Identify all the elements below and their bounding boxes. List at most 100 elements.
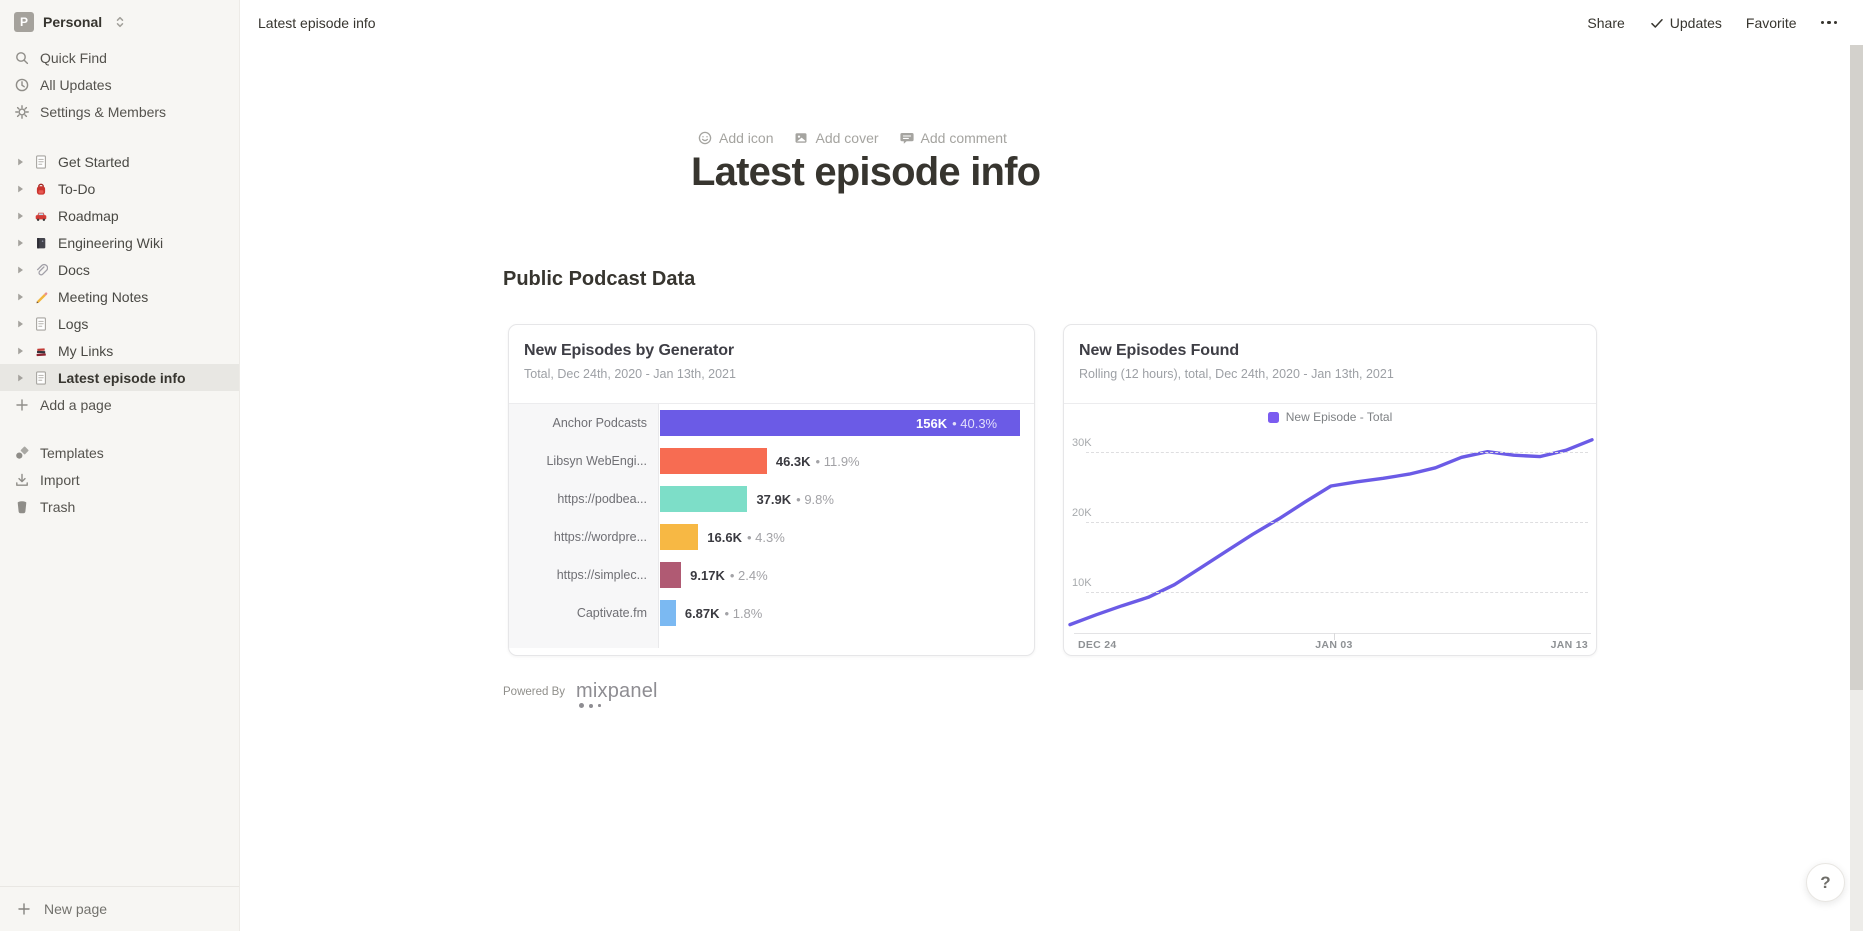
add-a-page-label: Add a page bbox=[40, 396, 112, 413]
sidebar-item-roadmap[interactable]: Roadmap bbox=[0, 202, 239, 229]
gridline-20K bbox=[1086, 522, 1588, 524]
sidebar-item-logs[interactable]: Logs bbox=[0, 310, 239, 337]
sidebar-item-meeting-notes[interactable]: Meeting Notes bbox=[0, 283, 239, 310]
plus-icon bbox=[14, 397, 30, 413]
sidebar-item-engineering-wiki[interactable]: Engineering Wiki bbox=[0, 229, 239, 256]
notebook-icon bbox=[32, 236, 50, 250]
share-button[interactable]: Share bbox=[1587, 14, 1625, 31]
sidebar-item-docs[interactable]: Docs bbox=[0, 256, 239, 283]
x-axis-tick bbox=[1334, 633, 1335, 640]
line-chart-plot: 10K 20K 30K DEC 24 JAN 03 JAN 13 bbox=[1064, 325, 1596, 655]
sidebar-item-get-started[interactable]: Get Started bbox=[0, 148, 239, 175]
sidebar-item-import[interactable]: Import bbox=[0, 466, 239, 493]
bar-row-anchor-podcasts: Anchor Podcasts 156K • 40.3% bbox=[509, 404, 1034, 442]
clock-icon bbox=[14, 77, 30, 93]
workspace-switcher[interactable]: P Personal bbox=[0, 0, 239, 44]
bar-segment bbox=[660, 562, 682, 588]
sidebar-item-label: Docs bbox=[58, 261, 90, 278]
add-a-page-button[interactable]: Add a page bbox=[0, 391, 239, 418]
mixpanel-dots-icon bbox=[579, 703, 601, 708]
line-chart-header: New Episodes Found Rolling (12 hours), t… bbox=[1064, 325, 1596, 404]
document-icon bbox=[32, 316, 50, 332]
pencil-icon bbox=[32, 290, 50, 304]
bar-category-label: https://wordpre... bbox=[553, 530, 647, 544]
scrollbar-thumb[interactable] bbox=[1850, 45, 1863, 690]
books-icon bbox=[32, 344, 50, 358]
breadcrumb: Latest episode info bbox=[258, 14, 376, 31]
plus-icon bbox=[16, 901, 32, 917]
chevron-right-icon[interactable] bbox=[12, 236, 28, 250]
bar-row-https-podbea: https://podbea... 37.9K • 9.8% bbox=[509, 480, 1034, 518]
sidebar-item-my-links[interactable]: My Links bbox=[0, 337, 239, 364]
sidebar-item-settings-members[interactable]: Settings & Members bbox=[0, 98, 239, 125]
comment-icon bbox=[899, 130, 915, 146]
updates-button[interactable]: Updates bbox=[1649, 15, 1722, 31]
bar-segment bbox=[660, 600, 676, 626]
chevron-right-icon[interactable] bbox=[12, 317, 28, 331]
chevron-updown-icon bbox=[113, 15, 127, 29]
paperclip-icon bbox=[32, 263, 50, 277]
chevron-right-icon[interactable] bbox=[12, 290, 28, 304]
bar-value-label: 6.87K • 1.8% bbox=[684, 605, 763, 621]
add-icon-button[interactable]: Add icon bbox=[697, 130, 773, 146]
bar-chart-subtitle: Total, Dec 24th, 2020 - Jan 13th, 2021 bbox=[524, 367, 736, 381]
document-icon bbox=[32, 154, 50, 170]
sidebar-item-label: Meeting Notes bbox=[58, 288, 149, 305]
document-icon bbox=[32, 370, 50, 386]
powered-by: Powered By mixpanel bbox=[503, 680, 658, 708]
bar-category-label: https://simplec... bbox=[556, 568, 647, 582]
page-decoration-actions: Add icon Add cover Add comment bbox=[697, 130, 1007, 146]
chevron-right-icon[interactable] bbox=[12, 209, 28, 223]
bar-row-https-simplec: https://simplec... 9.17K • 2.4% bbox=[509, 556, 1034, 594]
x-axis-label: JAN 03 bbox=[1315, 639, 1353, 651]
search-icon bbox=[14, 50, 30, 66]
bar-segment bbox=[660, 448, 767, 474]
chevron-right-icon[interactable] bbox=[12, 155, 28, 169]
bar-value-label: 37.9K • 9.8% bbox=[756, 491, 834, 507]
backpack-icon bbox=[32, 182, 50, 196]
sidebar-item-templates[interactable]: Templates bbox=[0, 439, 239, 466]
section-heading[interactable]: Public Podcast Data bbox=[503, 268, 696, 290]
page-title[interactable]: Latest episode info bbox=[691, 150, 1041, 194]
updates-label: Updates bbox=[1669, 14, 1722, 31]
x-axis-label: DEC 24 bbox=[1078, 639, 1117, 651]
new-page-label: New page bbox=[44, 901, 108, 917]
sidebar-item-label: Import bbox=[40, 471, 80, 488]
add-cover-button[interactable]: Add cover bbox=[793, 130, 879, 146]
powered-by-label: Powered By bbox=[503, 686, 566, 698]
sidebar-item-label: All Updates bbox=[40, 76, 112, 93]
legend-label: New Episode - Total bbox=[1285, 410, 1393, 424]
chevron-right-icon[interactable] bbox=[12, 263, 28, 277]
more-options-button[interactable] bbox=[1820, 20, 1837, 25]
sidebar-item-all-updates[interactable]: All Updates bbox=[0, 71, 239, 98]
bar-chart-header: New Episodes by Generator Total, Dec 24t… bbox=[509, 325, 1034, 404]
favorite-button[interactable]: Favorite bbox=[1745, 14, 1797, 31]
workspace-avatar: P bbox=[14, 12, 34, 32]
sidebar-item-quick-find[interactable]: Quick Find bbox=[0, 44, 239, 71]
new-page-button[interactable]: New page bbox=[0, 886, 239, 931]
mixpanel-wordmark: mixpanel bbox=[576, 680, 658, 702]
y-axis-label: 10K bbox=[1072, 577, 1092, 590]
sidebar-nav: Quick Find All Updates Settings & Members bbox=[0, 44, 239, 125]
mixpanel-logo[interactable]: mixpanel bbox=[576, 680, 658, 708]
line-chart-title: New Episodes Found bbox=[1079, 342, 1239, 359]
workspace-name: Personal bbox=[43, 14, 103, 30]
add-comment-label: Add comment bbox=[920, 130, 1007, 146]
legend-item[interactable]: New Episode - Total bbox=[1064, 410, 1596, 424]
bar-category-label: https://podbea... bbox=[557, 492, 647, 506]
sidebar-item-trash[interactable]: Trash bbox=[0, 493, 239, 520]
sidebar-item-to-do[interactable]: To-Do bbox=[0, 175, 239, 202]
y-axis-label: 30K bbox=[1072, 437, 1092, 450]
sidebar-item-label: To-Do bbox=[58, 180, 96, 197]
sidebar-item-label: Templates bbox=[40, 444, 104, 461]
chevron-right-icon[interactable] bbox=[12, 344, 28, 358]
add-comment-button[interactable]: Add comment bbox=[899, 130, 1007, 146]
sidebar-item-latest-episode-info[interactable]: Latest episode info bbox=[0, 364, 239, 391]
help-button[interactable]: ? bbox=[1806, 863, 1845, 902]
chevron-right-icon[interactable] bbox=[12, 182, 28, 196]
add-cover-label: Add cover bbox=[815, 130, 879, 146]
bar-segment bbox=[660, 524, 699, 550]
bar-row-captivate-fm: Captivate.fm 6.87K • 1.8% bbox=[509, 594, 1034, 632]
bar-value-label: 16.6K • 4.3% bbox=[707, 529, 785, 545]
chevron-right-icon[interactable] bbox=[12, 371, 28, 385]
